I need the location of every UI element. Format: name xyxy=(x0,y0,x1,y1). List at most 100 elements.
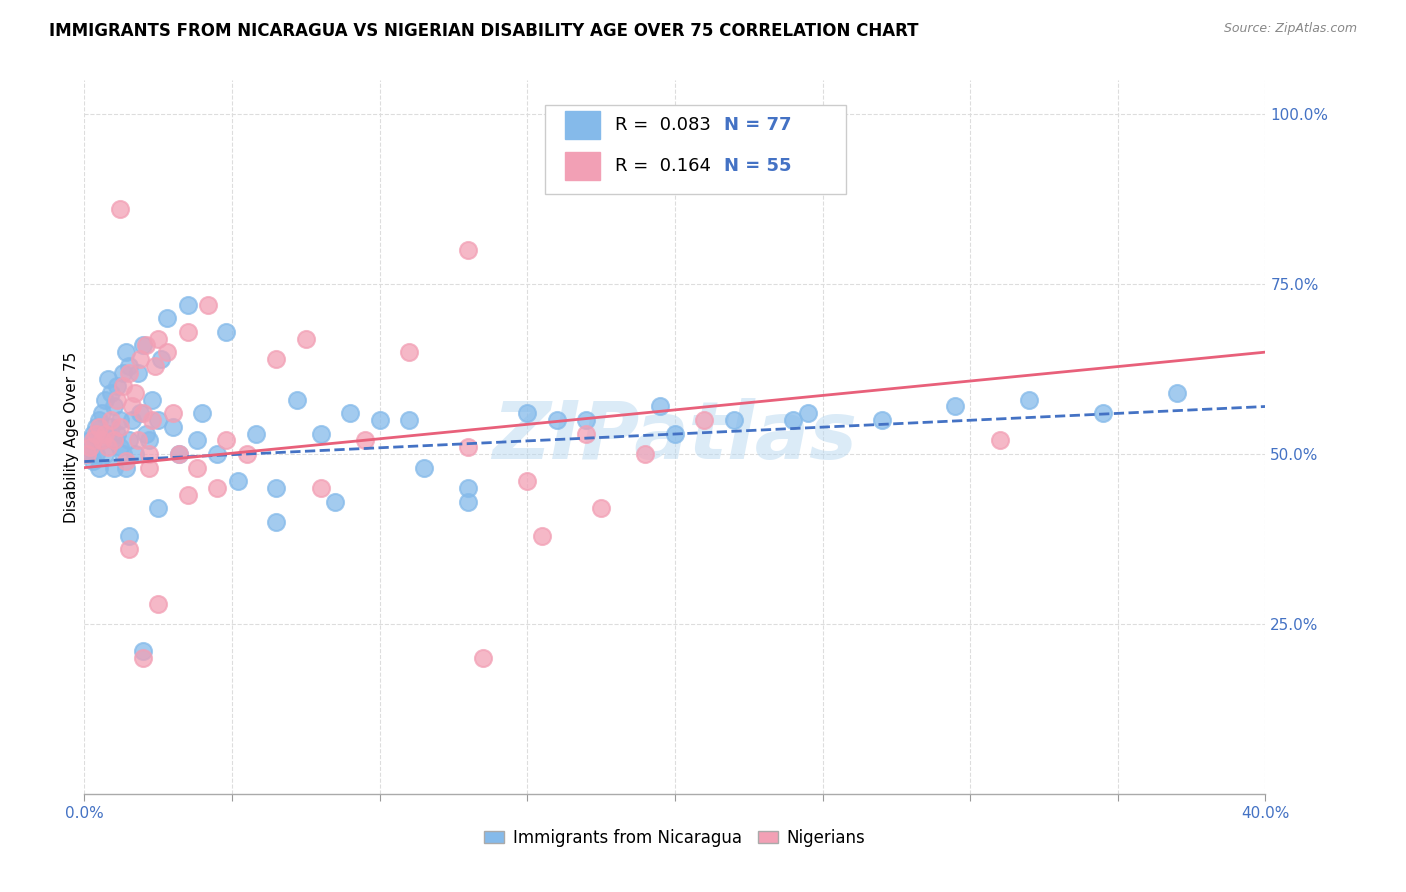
Point xyxy=(150,351,173,366)
Text: N = 77: N = 77 xyxy=(724,116,792,134)
Text: Source: ZipAtlas.com: Source: ZipAtlas.com xyxy=(1223,22,1357,36)
Point xyxy=(129,406,152,420)
Point xyxy=(103,434,125,448)
Point xyxy=(121,413,143,427)
Point xyxy=(91,406,114,420)
Point xyxy=(87,460,111,475)
Point xyxy=(132,338,155,352)
Point xyxy=(132,644,155,658)
Text: N = 55: N = 55 xyxy=(724,157,792,175)
Point xyxy=(84,426,107,441)
Point xyxy=(82,434,104,448)
Point xyxy=(135,338,157,352)
Point xyxy=(105,392,128,407)
Point xyxy=(108,440,131,454)
Point xyxy=(457,243,479,257)
Point xyxy=(167,447,190,461)
Point xyxy=(76,440,98,454)
Point xyxy=(97,372,120,386)
Point xyxy=(531,528,554,542)
Point xyxy=(413,460,436,475)
Point xyxy=(111,366,134,380)
Point xyxy=(162,420,184,434)
Point xyxy=(457,440,479,454)
Point xyxy=(148,501,170,516)
Point xyxy=(398,345,420,359)
Point xyxy=(167,447,190,461)
FancyBboxPatch shape xyxy=(565,152,600,180)
Point xyxy=(118,359,141,373)
Point xyxy=(138,434,160,448)
Point xyxy=(325,494,347,508)
Text: R =  0.164: R = 0.164 xyxy=(614,157,710,175)
Point xyxy=(108,420,131,434)
Point xyxy=(118,528,141,542)
Point xyxy=(516,475,538,489)
Point xyxy=(79,447,101,461)
Point xyxy=(141,392,163,407)
Point xyxy=(103,434,125,448)
Point xyxy=(100,413,122,427)
Point xyxy=(100,420,122,434)
Point xyxy=(87,413,111,427)
FancyBboxPatch shape xyxy=(565,111,600,139)
Text: ZIPatlas: ZIPatlas xyxy=(492,398,858,476)
Point xyxy=(215,434,238,448)
Point xyxy=(114,454,136,468)
Point xyxy=(245,426,267,441)
Point xyxy=(186,460,208,475)
Point xyxy=(162,406,184,420)
Point xyxy=(870,413,893,427)
Point xyxy=(693,413,716,427)
Point xyxy=(103,400,125,414)
Point xyxy=(457,481,479,495)
Point xyxy=(97,440,120,454)
Point xyxy=(148,332,170,346)
Point xyxy=(207,481,229,495)
Point xyxy=(516,406,538,420)
Point xyxy=(339,406,361,420)
Point xyxy=(226,475,249,489)
Point xyxy=(108,413,131,427)
Point xyxy=(398,413,420,427)
Point xyxy=(132,651,155,665)
FancyBboxPatch shape xyxy=(546,105,846,194)
Point xyxy=(309,426,332,441)
Point xyxy=(1166,385,1188,400)
Point xyxy=(129,351,152,366)
Point xyxy=(114,345,136,359)
Point xyxy=(79,440,101,454)
Point xyxy=(143,359,166,373)
Point xyxy=(650,400,672,414)
Point xyxy=(91,434,114,448)
Point xyxy=(266,351,288,366)
Point xyxy=(108,202,131,217)
Point xyxy=(1018,392,1040,407)
Point xyxy=(723,413,745,427)
Point xyxy=(138,460,160,475)
Point xyxy=(266,515,288,529)
Y-axis label: Disability Age Over 75: Disability Age Over 75 xyxy=(63,351,79,523)
Point xyxy=(124,447,146,461)
Point xyxy=(141,413,163,427)
Point xyxy=(591,501,613,516)
Point xyxy=(457,494,479,508)
Point xyxy=(575,413,598,427)
Point xyxy=(156,345,179,359)
Point xyxy=(354,434,377,448)
Point xyxy=(111,447,134,461)
Point xyxy=(664,426,686,441)
Point xyxy=(988,434,1011,448)
Point xyxy=(94,447,117,461)
Point xyxy=(127,434,149,448)
Legend: Immigrants from Nicaragua, Nigerians: Immigrants from Nicaragua, Nigerians xyxy=(478,822,872,854)
Point xyxy=(546,413,568,427)
Point xyxy=(266,481,288,495)
Point xyxy=(186,434,208,448)
Point xyxy=(782,413,804,427)
Point xyxy=(111,379,134,393)
Point xyxy=(368,413,391,427)
Point xyxy=(79,434,101,448)
Point xyxy=(236,447,259,461)
Point xyxy=(207,447,229,461)
